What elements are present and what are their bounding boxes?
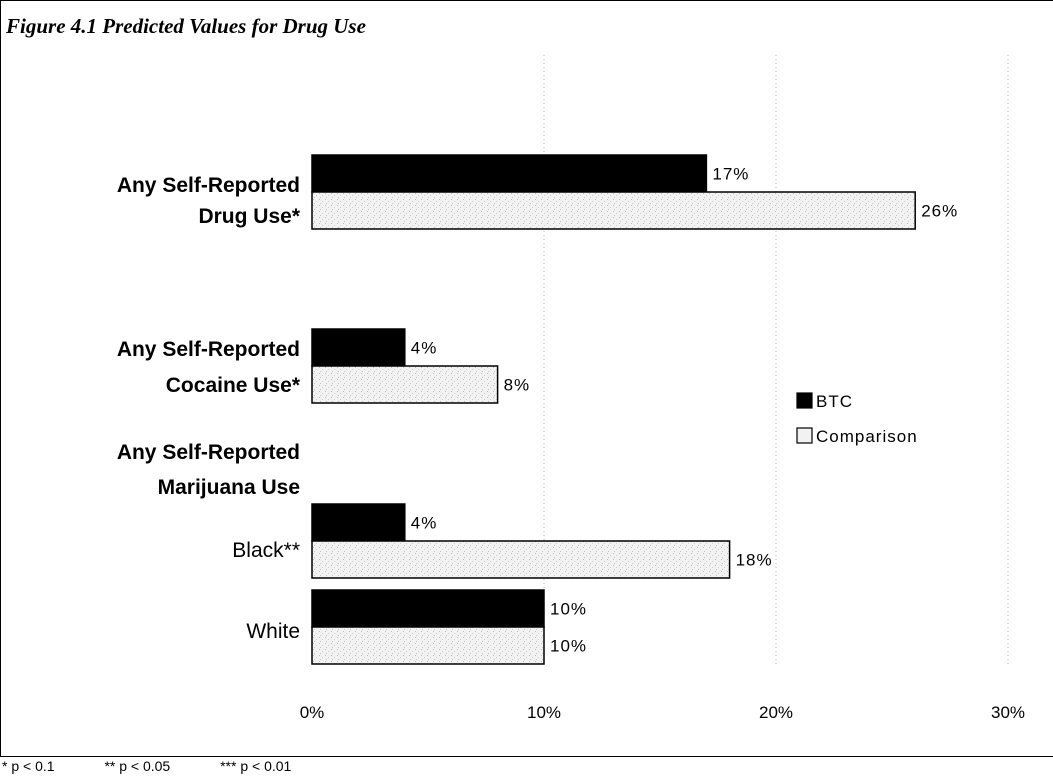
footnote-3: *** p < 0.01	[220, 758, 292, 774]
bar-btc-4	[311, 589, 545, 628]
legend-label-btc: BTC	[816, 392, 853, 411]
legend-label-comparison: Comparison	[816, 427, 918, 446]
value-label-comparison-4: 10%	[550, 637, 587, 656]
category-labels: Any Self-Reported Drug Use* Any Self-Repor…	[117, 174, 301, 643]
bar-btc-1	[311, 328, 406, 367]
category-label-3-0: Black**	[232, 539, 300, 562]
value-label-comparison-0: 26%	[921, 202, 958, 221]
value-label-comparison-1: 8%	[504, 376, 531, 395]
bar-btc-0	[311, 154, 708, 193]
footnote-2: ** p < 0.05	[104, 758, 171, 774]
value-label-btc-0: 17%	[712, 165, 749, 184]
bar-comparison-1	[311, 365, 499, 404]
x-tick-label-3: 30%	[991, 703, 1025, 722]
chart-frame	[0, 0, 1053, 757]
bar-chart: 17% 4% 4% 10% 26% 8% 18% 10% Any Self-Reported D…	[117, 55, 1025, 722]
category-label-1-1: Cocaine Use*	[166, 374, 301, 397]
footnote-1: * p < 0.1	[2, 758, 55, 774]
legend-swatch-btc	[796, 392, 813, 409]
value-label-comparison-3: 18%	[736, 551, 773, 570]
category-label-4-0: White	[246, 620, 300, 643]
value-label-btc-3: 4%	[411, 514, 438, 533]
legend: BTC Comparison	[796, 392, 918, 446]
bars: 17% 4% 4% 10% 26% 8% 18% 10%	[311, 154, 958, 665]
bar-comparison-0	[311, 191, 916, 230]
category-label-2-0: Any Self-Reported	[117, 441, 300, 464]
value-label-btc-4: 10%	[550, 600, 587, 619]
x-axis-ticks: 0% 10% 20% 30%	[300, 703, 1025, 722]
category-label-2-1: Marijuana Use	[158, 476, 300, 499]
legend-swatch-comparison	[796, 427, 813, 444]
bar-btc-3	[311, 503, 406, 542]
category-label-0-1: Drug Use*	[198, 205, 300, 228]
x-tick-label-2: 20%	[759, 703, 793, 722]
footnotes: * p < 0.1 ** p < 0.05 *** p < 0.01	[2, 758, 337, 774]
x-tick-label-0: 0%	[300, 703, 325, 722]
value-label-btc-1: 4%	[411, 339, 438, 358]
bar-comparison-4	[311, 626, 545, 665]
x-tick-label-1: 10%	[527, 703, 561, 722]
category-label-0-0: Any Self-Reported	[117, 174, 300, 197]
bar-comparison-3	[311, 540, 731, 579]
chart-title: Figure 4.1 Predicted Values for Drug Use	[6, 14, 366, 38]
category-label-1-0: Any Self-Reported	[117, 338, 300, 361]
